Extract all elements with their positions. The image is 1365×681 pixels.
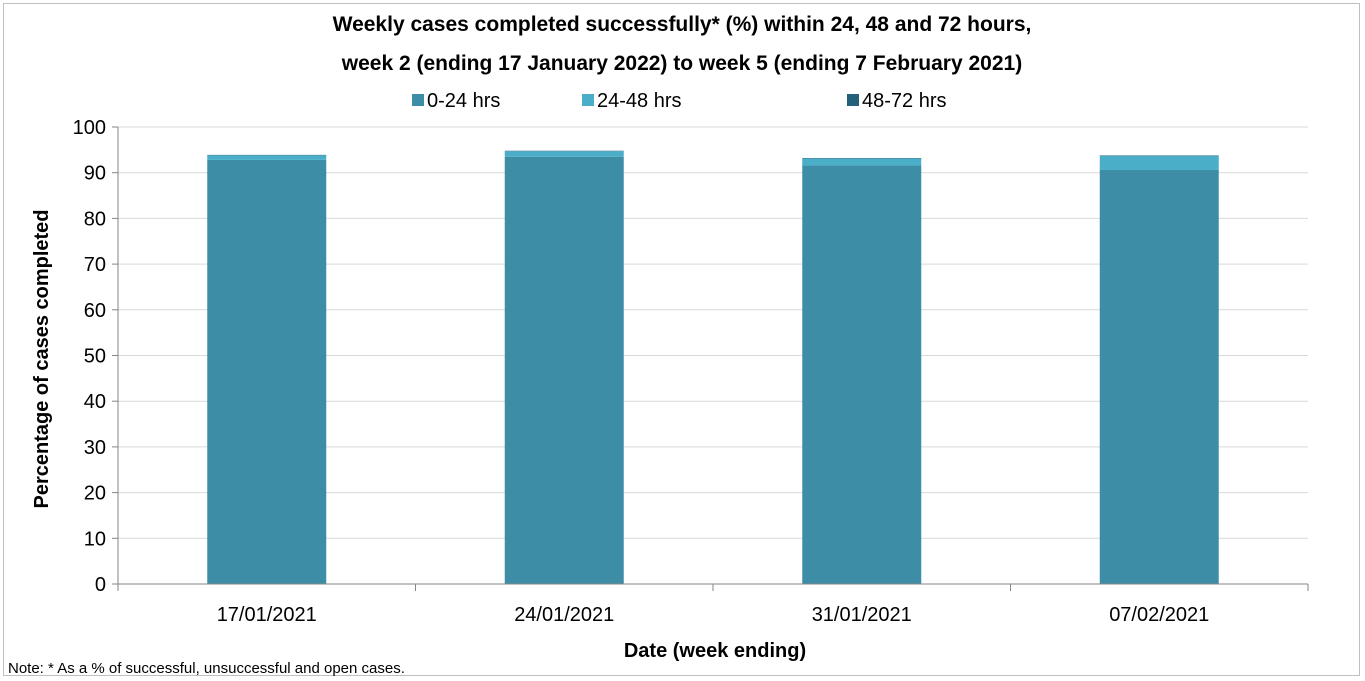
y-tick-label: 0 — [95, 574, 106, 596]
bar-0-24-hrs — [504, 156, 624, 584]
y-tick-label: 100 — [73, 117, 106, 139]
legend-label: 48-72 hrs — [862, 90, 947, 112]
bars — [207, 150, 1219, 585]
legend-swatch — [412, 94, 424, 106]
x-axis: 17/01/2021 24/01/2021 31/01/2021 07/02/2021 — [117, 583, 1309, 626]
footnote: Note: * As a % of successful, unsuccessf… — [8, 660, 405, 677]
legend-label: 0-24 hrs — [427, 90, 500, 112]
y-tick-label: 40 — [84, 391, 106, 413]
y-tick-label: 50 — [84, 346, 106, 368]
legend-swatch — [847, 94, 859, 106]
y-tick-label: 30 — [84, 437, 106, 459]
y-tick-label: 60 — [84, 300, 106, 322]
x-tick-label: 07/02/2021 — [1109, 604, 1209, 626]
bar-0-24-hrs — [207, 159, 327, 585]
x-axis-label: Date (week ending) — [624, 640, 806, 662]
y-tick-label: 10 — [84, 528, 106, 550]
bar-24-48-hrs — [504, 151, 624, 157]
bar-0-24-hrs — [1099, 169, 1219, 584]
y-tick-label: 70 — [84, 254, 106, 276]
y-tick-label: 20 — [84, 483, 106, 505]
bar-24-48-hrs — [207, 155, 327, 160]
chart-title-line-1: Weekly cases completed successfully* (%)… — [333, 13, 1032, 36]
bar-0-24-hrs — [802, 165, 922, 584]
y-axis-label: Percentage of cases completed — [31, 209, 53, 508]
x-tick-label: 24/01/2021 — [514, 604, 614, 626]
y-axis-ticks: 0 10 20 30 40 50 60 70 80 90 100 — [73, 117, 119, 596]
bar-24-48-hrs — [1099, 155, 1219, 170]
y-tick-label: 90 — [84, 163, 106, 185]
x-tick-label: 31/01/2021 — [812, 604, 912, 626]
x-tick-label: 17/01/2021 — [217, 604, 317, 626]
chart-title-line-2: week 2 (ending 17 January 2022) to week … — [341, 52, 1022, 75]
legend-label: 24-48 hrs — [597, 90, 682, 112]
y-tick-label: 80 — [84, 208, 106, 230]
legend: 0-24 hrs 24-48 hrs 48-72 hrs — [412, 90, 947, 112]
bar-24-48-hrs — [802, 158, 922, 166]
legend-swatch — [582, 94, 594, 106]
